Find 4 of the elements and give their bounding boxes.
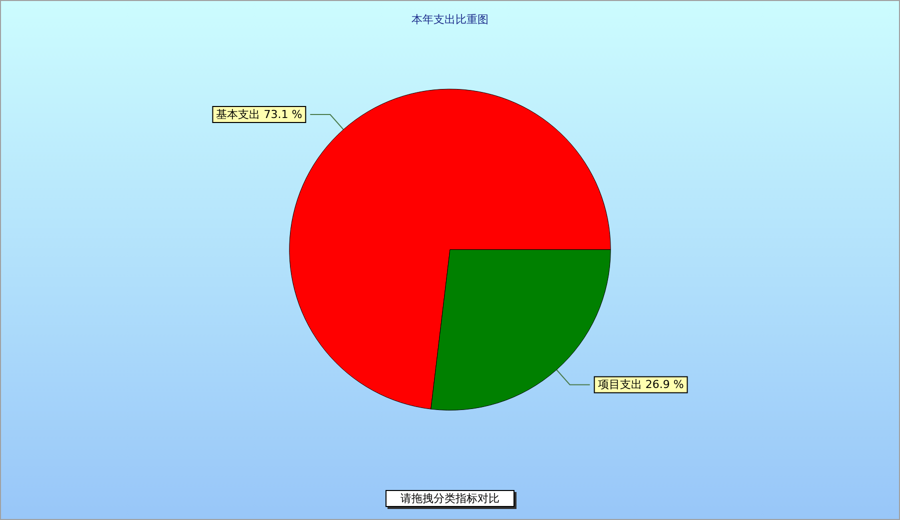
text: 请拖拽分类指标对比 bbox=[400, 492, 500, 505]
chart-title: 本年支出比重图 bbox=[412, 13, 488, 26]
slice-label: 基本支出 73.1 % bbox=[216, 108, 302, 122]
slice-label: 项目支出 26.9 % bbox=[598, 378, 684, 392]
